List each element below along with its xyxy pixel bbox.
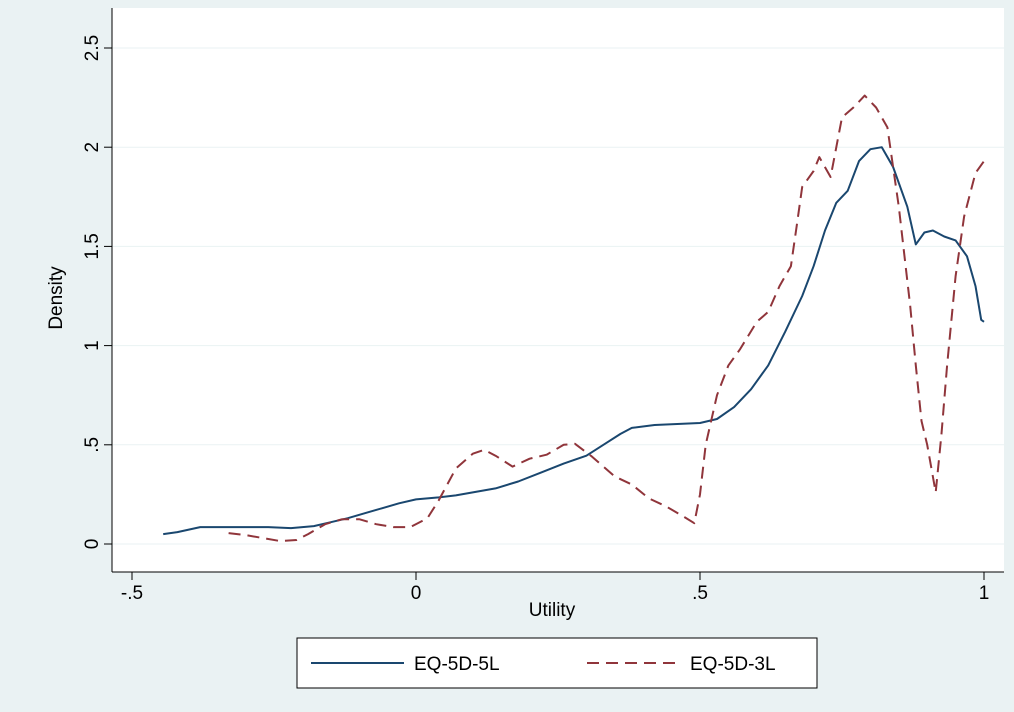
y-tick-label: .5 <box>82 437 103 453</box>
grid-lines <box>112 47 1004 545</box>
y-tick-label: 2.5 <box>82 35 103 61</box>
legend: EQ-5D-5L EQ-5D-3L <box>296 637 818 689</box>
x-tick-label: -.5 <box>121 583 143 604</box>
x-axis-title: Utility <box>529 600 576 621</box>
x-tick-label: .5 <box>692 583 708 604</box>
y-tick-label: 2 <box>82 142 103 153</box>
series-lines <box>163 94 985 542</box>
x-tick-label: 0 <box>411 583 422 604</box>
legend-label-eq5d3l: EQ-5D-3L <box>690 654 776 675</box>
plot-region <box>112 8 1004 572</box>
y-tick-label: 1 <box>82 340 103 351</box>
y-tick-label: 0 <box>82 539 103 550</box>
x-axis: -.5 0 .5 1 <box>112 571 1004 604</box>
legend-label-eq5d5l: EQ-5D-5L <box>414 654 500 675</box>
x-tick-label: 1 <box>979 583 990 604</box>
series-line-eq5d3l <box>228 94 985 542</box>
y-tick-label: 1.5 <box>82 233 103 259</box>
y-axis-title: Density <box>46 266 67 330</box>
y-axis: 0 .5 1 1.5 2 2.5 <box>82 8 113 572</box>
